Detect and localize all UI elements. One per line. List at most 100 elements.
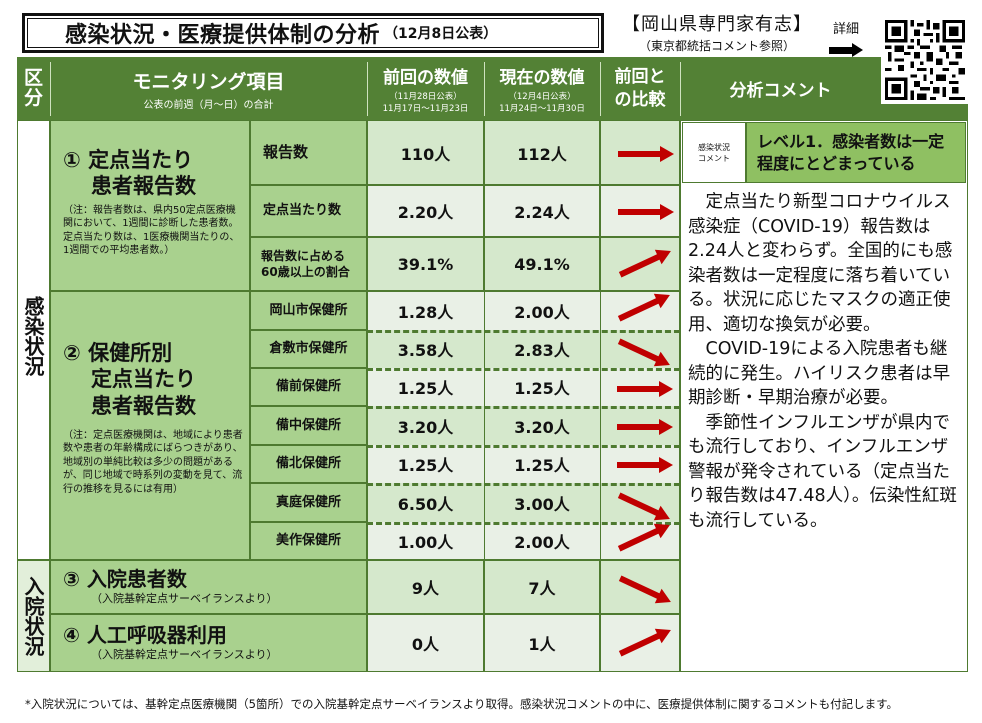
sub-item-per-sentinel: 定点当たり数: [250, 185, 367, 237]
current-value: 49.1%: [484, 237, 600, 291]
arrow-right-icon: [617, 381, 673, 397]
value: 3.20人: [514, 417, 570, 437]
sub-item-label: 真庭保健所: [275, 494, 341, 510]
comment-paragraph: 季節性インフルエンザが県内でも流行しており、インフルエンザ警報が発令されている（…: [688, 412, 957, 531]
row-divider-dashed: [367, 522, 680, 525]
arrow-right-icon: [829, 43, 863, 57]
value: 2.24人: [514, 203, 570, 222]
table-header-bg: [17, 57, 881, 120]
column-header-current-date: （12月4日公表）: [508, 92, 576, 102]
value: 1.25人: [397, 456, 454, 475]
sub-item-reports: 報告数: [250, 120, 367, 185]
value: 2.00人: [514, 533, 570, 552]
expert-group: 【岡山県専門家有志】 （東京都統括コメント参照）: [612, 10, 822, 54]
current-value: 3.20人: [484, 406, 600, 445]
comment-tag-label: 感染状況: [698, 142, 730, 152]
qr-code-icon[interactable]: [885, 20, 965, 100]
column-header-compare: 前回との比較: [600, 57, 680, 120]
item-hospitalized-patients: ③ 入院患者数 （入院基幹定点サーベイランスより）: [50, 560, 367, 614]
column-divider: [484, 291, 485, 560]
header-divider: [600, 62, 601, 116]
trend-cell: [600, 560, 680, 614]
comment-level-text: レベル1．感染者数は一定程度にとどまっている: [757, 131, 945, 173]
comment-paragraph: 定点当たり新型コロナウイルス感染症（COVID-19）報告数は2.24人と変わら…: [688, 192, 953, 335]
column-header-category-label: 区分: [23, 66, 43, 109]
sub-item-elderly-ratio: 報告数に占める 60歳以上の割合: [250, 237, 367, 291]
header-divider: [680, 62, 681, 116]
column-header-previous-date: （11月28日公表）: [389, 92, 462, 102]
trend-cell: [600, 120, 680, 185]
category-infection-label: 感染状況: [21, 296, 45, 376]
arrow-right-icon: [618, 146, 674, 162]
current-value: 1.25人: [484, 368, 600, 406]
arrow-up-right-icon: [618, 631, 664, 657]
previous-value: 1.28人: [367, 291, 484, 330]
sub-item-label: 岡山市保健所: [269, 302, 348, 318]
category-infection: 感染状況: [17, 120, 50, 560]
column-header-comment: 分析コメント: [680, 57, 881, 120]
current-value: 3.00人: [484, 483, 600, 522]
column-header-current: 現在の数値 （12月4日公表） 11月24日～11月30日: [484, 57, 600, 120]
item-note: （注：定点医療機関は、地域により患者数や患者の年齢構成にばらつきがあり、地域別の…: [63, 429, 243, 495]
header-divider: [484, 62, 485, 116]
column-header-current-period: 11月24日～11月30日: [499, 104, 585, 114]
current-value: 2.00人: [484, 522, 600, 560]
arrow-right-icon: [618, 204, 674, 220]
sub-item-label: 倉敷市保健所: [269, 341, 348, 357]
previous-value: 3.20人: [367, 406, 484, 445]
value: 1.00人: [397, 533, 454, 552]
health-center-bihoku: 備北保健所: [250, 445, 367, 483]
category-hospital-label: 入院状況: [21, 576, 45, 656]
previous-value: 2.20人: [367, 185, 484, 237]
trend-cell: [600, 614, 680, 672]
item-title: 患者報告数: [91, 393, 196, 418]
comment-level-badge: レベル1．感染者数は一定程度にとどまっている: [746, 122, 966, 183]
column-header-monitoring-label: モニタリング項目: [132, 70, 285, 93]
item-health-center-reports: ② 保健所別 定点当たり 患者報告数 （注：定点医療機関は、地域により患者数や患…: [50, 291, 250, 560]
value: 9人: [411, 579, 440, 598]
expert-group-note: （東京都統括コメント参照）: [638, 39, 795, 53]
value: 3.00人: [514, 494, 570, 514]
column-header-comment-label: 分析コメント: [729, 81, 832, 101]
column-header-monitoring: モニタリング項目 公表の前週（月～日）の合計: [50, 57, 367, 120]
value: 39.1%: [397, 254, 454, 274]
previous-value: 9人: [367, 560, 484, 614]
current-value: 2.83人: [484, 330, 600, 368]
value: 2.20人: [397, 203, 454, 222]
value: 49.1%: [514, 254, 570, 274]
item-note: （注：報告者数は、県内50定点医療機関において、1週間に診断した患者数。定点当た…: [63, 204, 240, 257]
previous-value: 39.1%: [367, 237, 484, 291]
page-title-box: 感染状況・医療提供体制の分析 （12月8日公表）: [22, 13, 604, 53]
column-header-monitoring-note: 公表の前週（月～日）の合計: [143, 99, 274, 111]
item-title: 患者報告数: [91, 174, 196, 199]
current-value: 112人: [484, 120, 600, 185]
column-header-previous-label: 前回の数値: [383, 68, 468, 88]
value: 0人: [411, 635, 440, 654]
detail-link[interactable]: 詳細: [826, 18, 866, 57]
row-divider-dashed: [367, 330, 680, 333]
comment-paragraph: COVID-19による入院患者も継続的に発生。ハイリスク患者は早期診断・早期治療…: [688, 339, 951, 408]
arrow-down-right-icon: [618, 575, 664, 601]
page-title: 感染状況・医療提供体制の分析: [65, 23, 381, 48]
previous-value: 1.00人: [367, 522, 484, 560]
arrow-right-icon: [617, 457, 673, 473]
health-center-mimasaka: 美作保健所: [250, 522, 367, 560]
sub-item-label: 備北保健所: [275, 456, 341, 472]
header-divider: [367, 62, 368, 116]
table-header-bg-extension: [881, 104, 968, 120]
value: 1.25人: [514, 379, 570, 398]
item-title: ① 定点当たり: [63, 148, 194, 172]
footnote: *入院状況については、基幹定点医療機関（5箇所）での入院基幹定点サーベイランスよ…: [25, 697, 899, 711]
value: 3.58人: [397, 341, 454, 360]
column-header-compare-label: 前回との比較: [614, 67, 666, 110]
category-hospital: 入院状況: [17, 560, 50, 672]
detail-label: 詳細: [832, 22, 859, 37]
previous-value: 6.50人: [367, 483, 484, 522]
current-value: 2.24人: [484, 185, 600, 237]
current-value: 1人: [484, 614, 600, 672]
item-note: （入院基幹定点サーベイランスより）: [91, 592, 278, 606]
sub-item-label: 報告数: [263, 143, 309, 162]
sub-item-label: 定点当たり数: [263, 203, 342, 219]
value: 112人: [517, 144, 567, 164]
expert-group-name: 【岡山県専門家有志】: [622, 14, 812, 35]
